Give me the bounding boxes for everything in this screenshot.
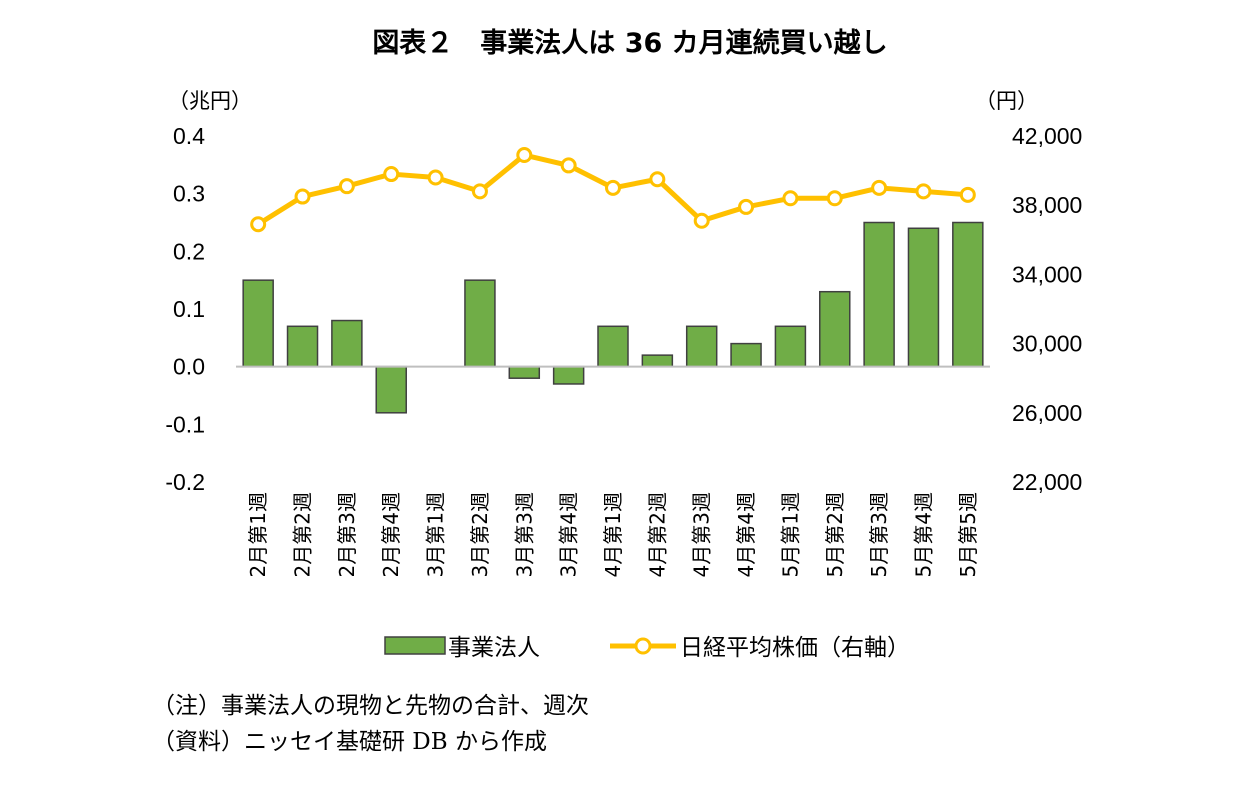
line-point (250, 216, 267, 233)
right-tick-label: 42,000 (1012, 123, 1082, 149)
bar (952, 221, 984, 368)
bar (730, 342, 762, 368)
bar (907, 227, 940, 368)
category-label: 2月第3週 (335, 492, 359, 577)
line-point (649, 171, 666, 188)
left-tick-label: 0.1 (173, 296, 205, 322)
right-tick-label: 26,000 (1012, 400, 1082, 426)
line-point (605, 179, 621, 196)
category-label: 3月第3週 (512, 492, 536, 577)
line-point (915, 183, 932, 200)
source-note: （資料）ニッセイ基礎研 DB から作成 (152, 729, 547, 755)
line-point (427, 169, 444, 186)
legend-line-marker (634, 637, 652, 655)
category-labels: 2月第1週 2月第2週 2月第3週 2月第4週 3月第1週 3月第2週 3月第3週 3月第4週… (246, 492, 980, 577)
category-label: 5月第5週 (956, 492, 980, 577)
category-label: 4月第4週 (734, 492, 758, 577)
category-label: 5月第4週 (911, 492, 935, 577)
right-axis-unit: （円） (975, 89, 1038, 113)
category-label: 4月第1週 (601, 492, 625, 577)
legend: 事業法人 日経平均株価（右軸） (384, 635, 910, 661)
category-label: 2月第4週 (379, 492, 403, 577)
legend-line-label: 日経平均株価（右軸） (680, 635, 910, 661)
right-tick-label: 38,000 (1012, 192, 1082, 218)
category-label: 3月第4週 (557, 492, 581, 577)
category-label: 5月第3週 (867, 492, 891, 577)
right-tick-label: 30,000 (1012, 331, 1082, 357)
left-tick-label: 0.2 (173, 238, 205, 264)
bar (819, 290, 851, 368)
bar (508, 365, 541, 379)
bar (242, 279, 274, 368)
bar (375, 365, 407, 414)
left-tick-label: -0.2 (165, 469, 205, 495)
category-label: 2月第2週 (291, 492, 315, 577)
line-point (738, 198, 755, 215)
right-axis-ticks: 42,000 38,000 34,000 30,000 26,000 22,000 (1012, 123, 1082, 495)
line-point (471, 183, 488, 200)
bar (641, 354, 674, 368)
line-point (871, 179, 888, 196)
left-axis-ticks: 0.4 0.3 0.2 0.1 0.0 -0.1 -0.2 (165, 123, 205, 495)
bar (331, 319, 363, 368)
category-label: 5月第2週 (823, 492, 847, 577)
footnote: （注）事業法人の現物と先物の合計、週次 (152, 693, 589, 719)
line-point (782, 190, 799, 207)
category-label: 4月第2週 (645, 492, 669, 577)
right-tick-label: 22,000 (1012, 469, 1082, 495)
left-tick-label: 0.3 (173, 181, 205, 207)
category-label: 3月第1週 (424, 492, 448, 577)
left-axis-unit: （兆円） (168, 89, 252, 113)
bar (597, 325, 629, 368)
category-label: 3月第2週 (468, 492, 492, 577)
line-point (826, 190, 843, 207)
line-point (338, 178, 355, 195)
chart-title: 図表２ 事業法人は 36 カ月連続買い越し (372, 28, 887, 59)
bar-series (242, 221, 984, 414)
line-point (516, 147, 533, 164)
line-series (250, 147, 976, 233)
category-label: 4月第3週 (690, 492, 714, 577)
line-point (383, 166, 400, 183)
bar (685, 325, 718, 368)
bar (863, 221, 895, 368)
line-point (959, 186, 976, 203)
right-tick-label: 34,000 (1012, 261, 1082, 287)
chart: 図表２ 事業法人は 36 カ月連続買い越し （兆円） （円） 0.4 0.3 0.2… (165, 28, 1082, 661)
legend-bar-label: 事業法人 (448, 635, 540, 661)
bar (774, 325, 807, 368)
bar (552, 365, 585, 385)
line-point (693, 212, 710, 229)
left-tick-label: -0.1 (165, 411, 205, 437)
category-label: 5月第1週 (778, 492, 802, 577)
bar (286, 325, 319, 368)
category-label: 2月第1週 (246, 492, 270, 577)
legend-bar-swatch (384, 636, 446, 655)
line-point (560, 157, 577, 174)
bar (464, 279, 496, 368)
left-tick-label: 0.0 (173, 354, 205, 380)
left-tick-label: 0.4 (173, 123, 205, 149)
line-point (294, 188, 311, 205)
